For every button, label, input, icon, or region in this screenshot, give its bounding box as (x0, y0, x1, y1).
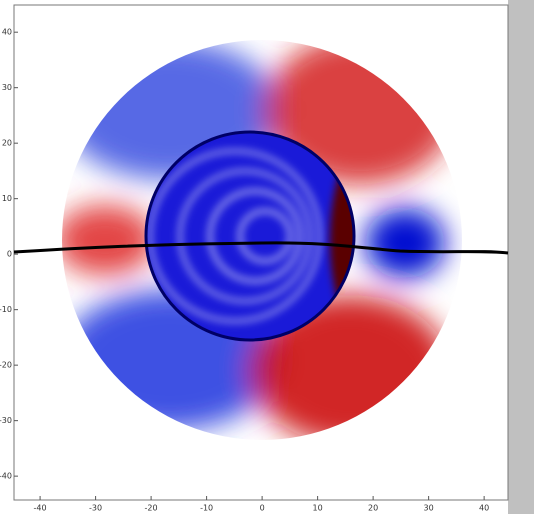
x-tick-label: 30 (424, 504, 434, 513)
page: -40 -30 -20 -10 0 10 20 30 40 -40 -30 -20 -10 0 10 20 30… (0, 0, 534, 514)
y-tick-label: -20 (0, 361, 12, 370)
x-tick-label: 0 (260, 504, 265, 513)
side-panel (508, 0, 534, 514)
chart: -40 -30 -20 -10 0 10 20 30 40 -40 -30 -20 -10 0 10 20 30… (0, 0, 534, 514)
x-tick-label: -20 (145, 504, 158, 513)
y-tick-label: 40 (2, 28, 12, 37)
y-tick-label: 20 (2, 139, 12, 148)
x-tick-label: -40 (34, 504, 47, 513)
y-tick-label: -10 (0, 305, 12, 314)
y-tick-label: 30 (2, 83, 12, 92)
x-tick-label: -10 (200, 504, 213, 513)
x-tick-label: 10 (313, 504, 323, 513)
x-tick-label: 20 (368, 504, 378, 513)
y-tick-label: 0 (7, 250, 12, 259)
x-tick-label: -30 (89, 504, 102, 513)
y-tick-label: -30 (0, 416, 12, 425)
y-tick-label: 10 (2, 194, 12, 203)
x-tick-label: 40 (479, 504, 489, 513)
y-tick-label: -40 (0, 472, 12, 481)
